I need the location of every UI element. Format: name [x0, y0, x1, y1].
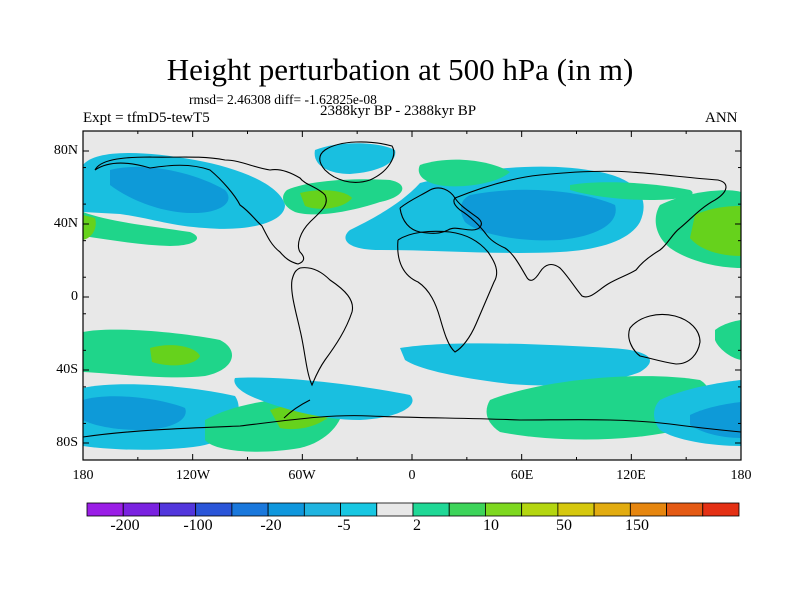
- europe-coast: [399, 187, 482, 234]
- colorbar: [86, 502, 740, 517]
- siberia-high-strip: [570, 182, 693, 200]
- map-title: Height perturbation at 500 hPa (in m): [166, 52, 634, 87]
- australia-coast: [628, 313, 701, 365]
- x-tick-label: 180: [72, 468, 94, 483]
- colorbar-segment: [86, 502, 124, 517]
- colorbar-segment: [629, 502, 667, 517]
- colorbar-segment: [340, 502, 378, 517]
- colorbar-label: -200: [110, 517, 140, 534]
- colorbar-label: 150: [625, 517, 649, 534]
- colorbar-segment: [593, 502, 631, 517]
- pacific-high-west: [83, 212, 198, 246]
- period-label: 2388kyr BP - 2388kyr BP: [320, 103, 477, 119]
- southern-ocean-high: [486, 376, 710, 440]
- colorbar-label: -20: [260, 517, 282, 534]
- antarctic-peninsula-coast: [283, 399, 311, 419]
- x-tick-label: 120E: [616, 468, 646, 483]
- north-america-coast: [94, 156, 327, 265]
- x-tick-label: 120W: [175, 468, 211, 483]
- colorbar-segment: [195, 502, 233, 517]
- x-tick-label: 180: [730, 468, 752, 483]
- colorbar-label: -5: [337, 517, 351, 534]
- colorbar-segment: [557, 502, 595, 517]
- greenland-coast: [319, 141, 395, 183]
- south-pacific-low-east-core: [690, 402, 741, 438]
- anomaly-field: [83, 141, 741, 452]
- colorbar-segment: [231, 502, 269, 517]
- south-atlantic-low: [234, 377, 413, 420]
- x-tick-label: 0: [408, 468, 416, 483]
- experiment-label: Expt = tfmD5-tewT5: [83, 110, 210, 126]
- colorbar-segment: [702, 502, 740, 517]
- x-tick-label: 60W: [288, 468, 316, 483]
- asia-coast: [453, 170, 727, 298]
- axis-ticks: [82, 130, 742, 461]
- colorbar-label: -100: [183, 517, 213, 534]
- y-tick-label: 40S: [56, 362, 78, 377]
- y-tick-label: 0: [71, 289, 78, 304]
- colorbar-segment: [122, 502, 160, 517]
- west-edge-high-core: [83, 215, 96, 240]
- colorbar-label: 50: [556, 517, 572, 534]
- colorbar-segment: [376, 502, 414, 517]
- indian-ocean-low: [400, 343, 650, 386]
- x-tick-label: 60E: [510, 468, 534, 483]
- scandinavia-high: [418, 159, 510, 187]
- rmsd-stat: rmsd= 2.46308 diff= -1.62825e-08: [189, 92, 377, 107]
- colorbar-label: 2: [413, 517, 421, 534]
- south-pacific-low-core: [83, 396, 186, 430]
- pacific-low-core: [110, 166, 229, 214]
- y-tick-label: 80N: [53, 143, 78, 158]
- colorbar-label: 10: [483, 517, 499, 534]
- south-pacific-high-core: [150, 345, 200, 366]
- colorbar-segment: [485, 502, 523, 517]
- north-pacific-high-core: [690, 205, 741, 256]
- colorbar-segment: [448, 502, 486, 517]
- colorbar-segment: [159, 502, 197, 517]
- coastlines: [83, 141, 741, 438]
- colorbar-segment: [666, 502, 704, 517]
- africa-coast: [397, 230, 498, 353]
- eurasia-low-core: [460, 189, 616, 241]
- y-tick-label: 80S: [56, 435, 78, 450]
- colorbar-segment: [521, 502, 559, 517]
- colorbar-segment: [412, 502, 450, 517]
- south-america-coast: [291, 267, 354, 387]
- tasman-high: [715, 320, 741, 360]
- colorbar-segment: [267, 502, 305, 517]
- season-label: ANN: [705, 110, 738, 126]
- colorbar-segment: [303, 502, 341, 517]
- y-tick-label: 40N: [53, 216, 78, 231]
- antarctica-coast: [83, 415, 741, 438]
- greenland-low: [314, 143, 396, 174]
